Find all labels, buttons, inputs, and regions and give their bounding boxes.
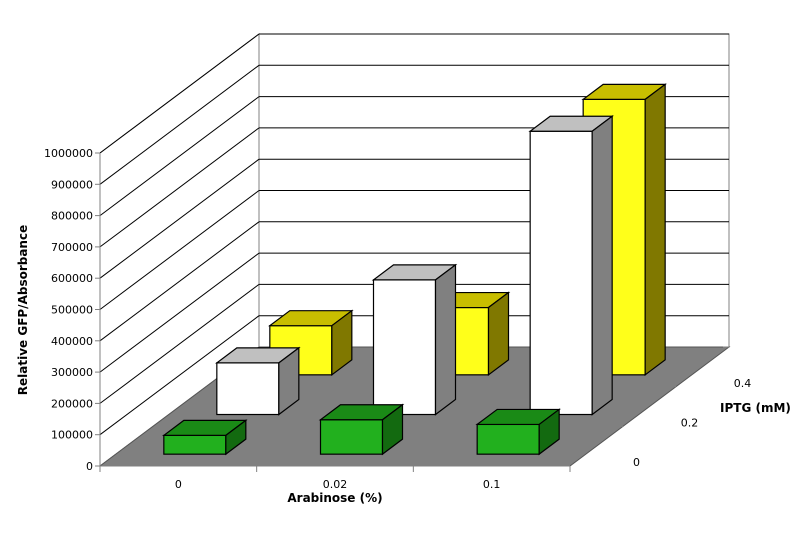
bar [371,263,458,416]
bar-front [476,423,540,455]
gridline-side [99,221,260,342]
z-tick-label: 0.2 [681,417,699,430]
bar-front [216,362,280,416]
bar [162,419,248,456]
y-axis-title: Relative GFP/Absorbance [16,225,30,395]
y-tick-label: 900000 [51,178,93,191]
x-tick-label: 0.02 [323,478,348,491]
z-tick-label: 0 [633,456,640,469]
bar-front [372,279,437,416]
gridline-side [99,252,260,373]
gridline-side [99,190,260,310]
bars [162,83,667,456]
bar-side [591,115,613,416]
bar-side [538,408,560,456]
x-axis-title: Arabinose (%) [287,491,382,505]
y-tick-label: 800000 [51,210,93,223]
x-axis: 0 0.02 0.1 [99,465,571,491]
y-tick-label: 1000000 [44,147,93,160]
gridline-side [99,283,260,404]
gridline-side [99,315,260,436]
y-tick-label: 200000 [51,397,93,410]
x-tick-label: 0.1 [483,478,501,491]
y-tick-label: 500000 [51,304,93,317]
bar-side [381,403,404,456]
y-tick-label: 700000 [51,241,93,254]
gridline-side [99,96,260,217]
y-tick-label: 600000 [51,272,93,285]
bar [215,346,301,416]
gridline-side [99,127,260,248]
bar-side [278,346,300,416]
y-tick-label: 400000 [51,335,93,348]
y-tick-label: 100000 [51,429,93,442]
z-axis: 0 0.2 0.4 [564,346,752,469]
bar [528,115,614,416]
z-tick-label: 0.4 [734,377,752,390]
bar [318,403,405,456]
bar-side [434,263,457,416]
bar-side [487,291,510,377]
bar-side [225,419,247,456]
z-axis-title: IPTG (mM) [720,401,791,415]
x-tick-label: 0 [175,478,182,491]
y-axis: 0 100000 200000 300000 400000 500000 600000 700… [44,147,101,473]
bar-side [644,83,666,377]
gridline-side [99,158,260,279]
bar [475,408,561,456]
bar-side [331,309,353,377]
y-tick-label: 300000 [51,366,93,379]
bar-front [319,419,384,455]
bar-front [163,434,227,455]
bar-front [529,130,593,416]
gridline-side [99,64,260,185]
y-tick-label: 0 [86,460,93,473]
gridline-side [99,33,260,154]
